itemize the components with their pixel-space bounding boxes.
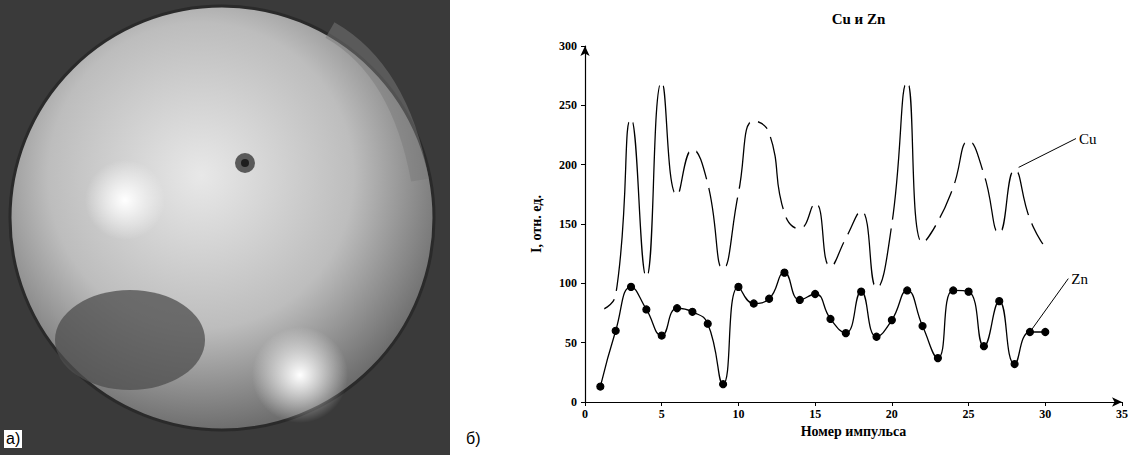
svg-text:300: 300 (559, 39, 577, 53)
svg-text:15: 15 (809, 407, 821, 421)
svg-text:250: 250 (559, 98, 577, 112)
svg-text:35: 35 (1116, 407, 1128, 421)
svg-text:30: 30 (1039, 407, 1051, 421)
svg-text:5: 5 (659, 407, 665, 421)
html-text:б): б) (466, 430, 481, 447)
svg-text:20: 20 (886, 407, 898, 421)
svg-text:50: 50 (565, 336, 577, 350)
html-text:а): а) (6, 430, 21, 447)
svg-text:100: 100 (559, 276, 577, 290)
svg-text:Номер импульса: Номер импульса (801, 424, 907, 439)
svg-text:Cu и Zn: Cu и Zn (832, 11, 886, 27)
svg-text:Cu: Cu (1079, 131, 1097, 147)
svg-text:0: 0 (582, 407, 588, 421)
svg-text:25: 25 (963, 407, 975, 421)
svg-text:I, отн. ед.: I, отн. ед. (529, 195, 544, 253)
svg-text:0: 0 (571, 395, 577, 409)
svg-text:Zn: Zn (1071, 271, 1088, 287)
svg-text:150: 150 (559, 217, 577, 231)
svg-text:200: 200 (559, 158, 577, 172)
svg-text:10: 10 (732, 407, 744, 421)
